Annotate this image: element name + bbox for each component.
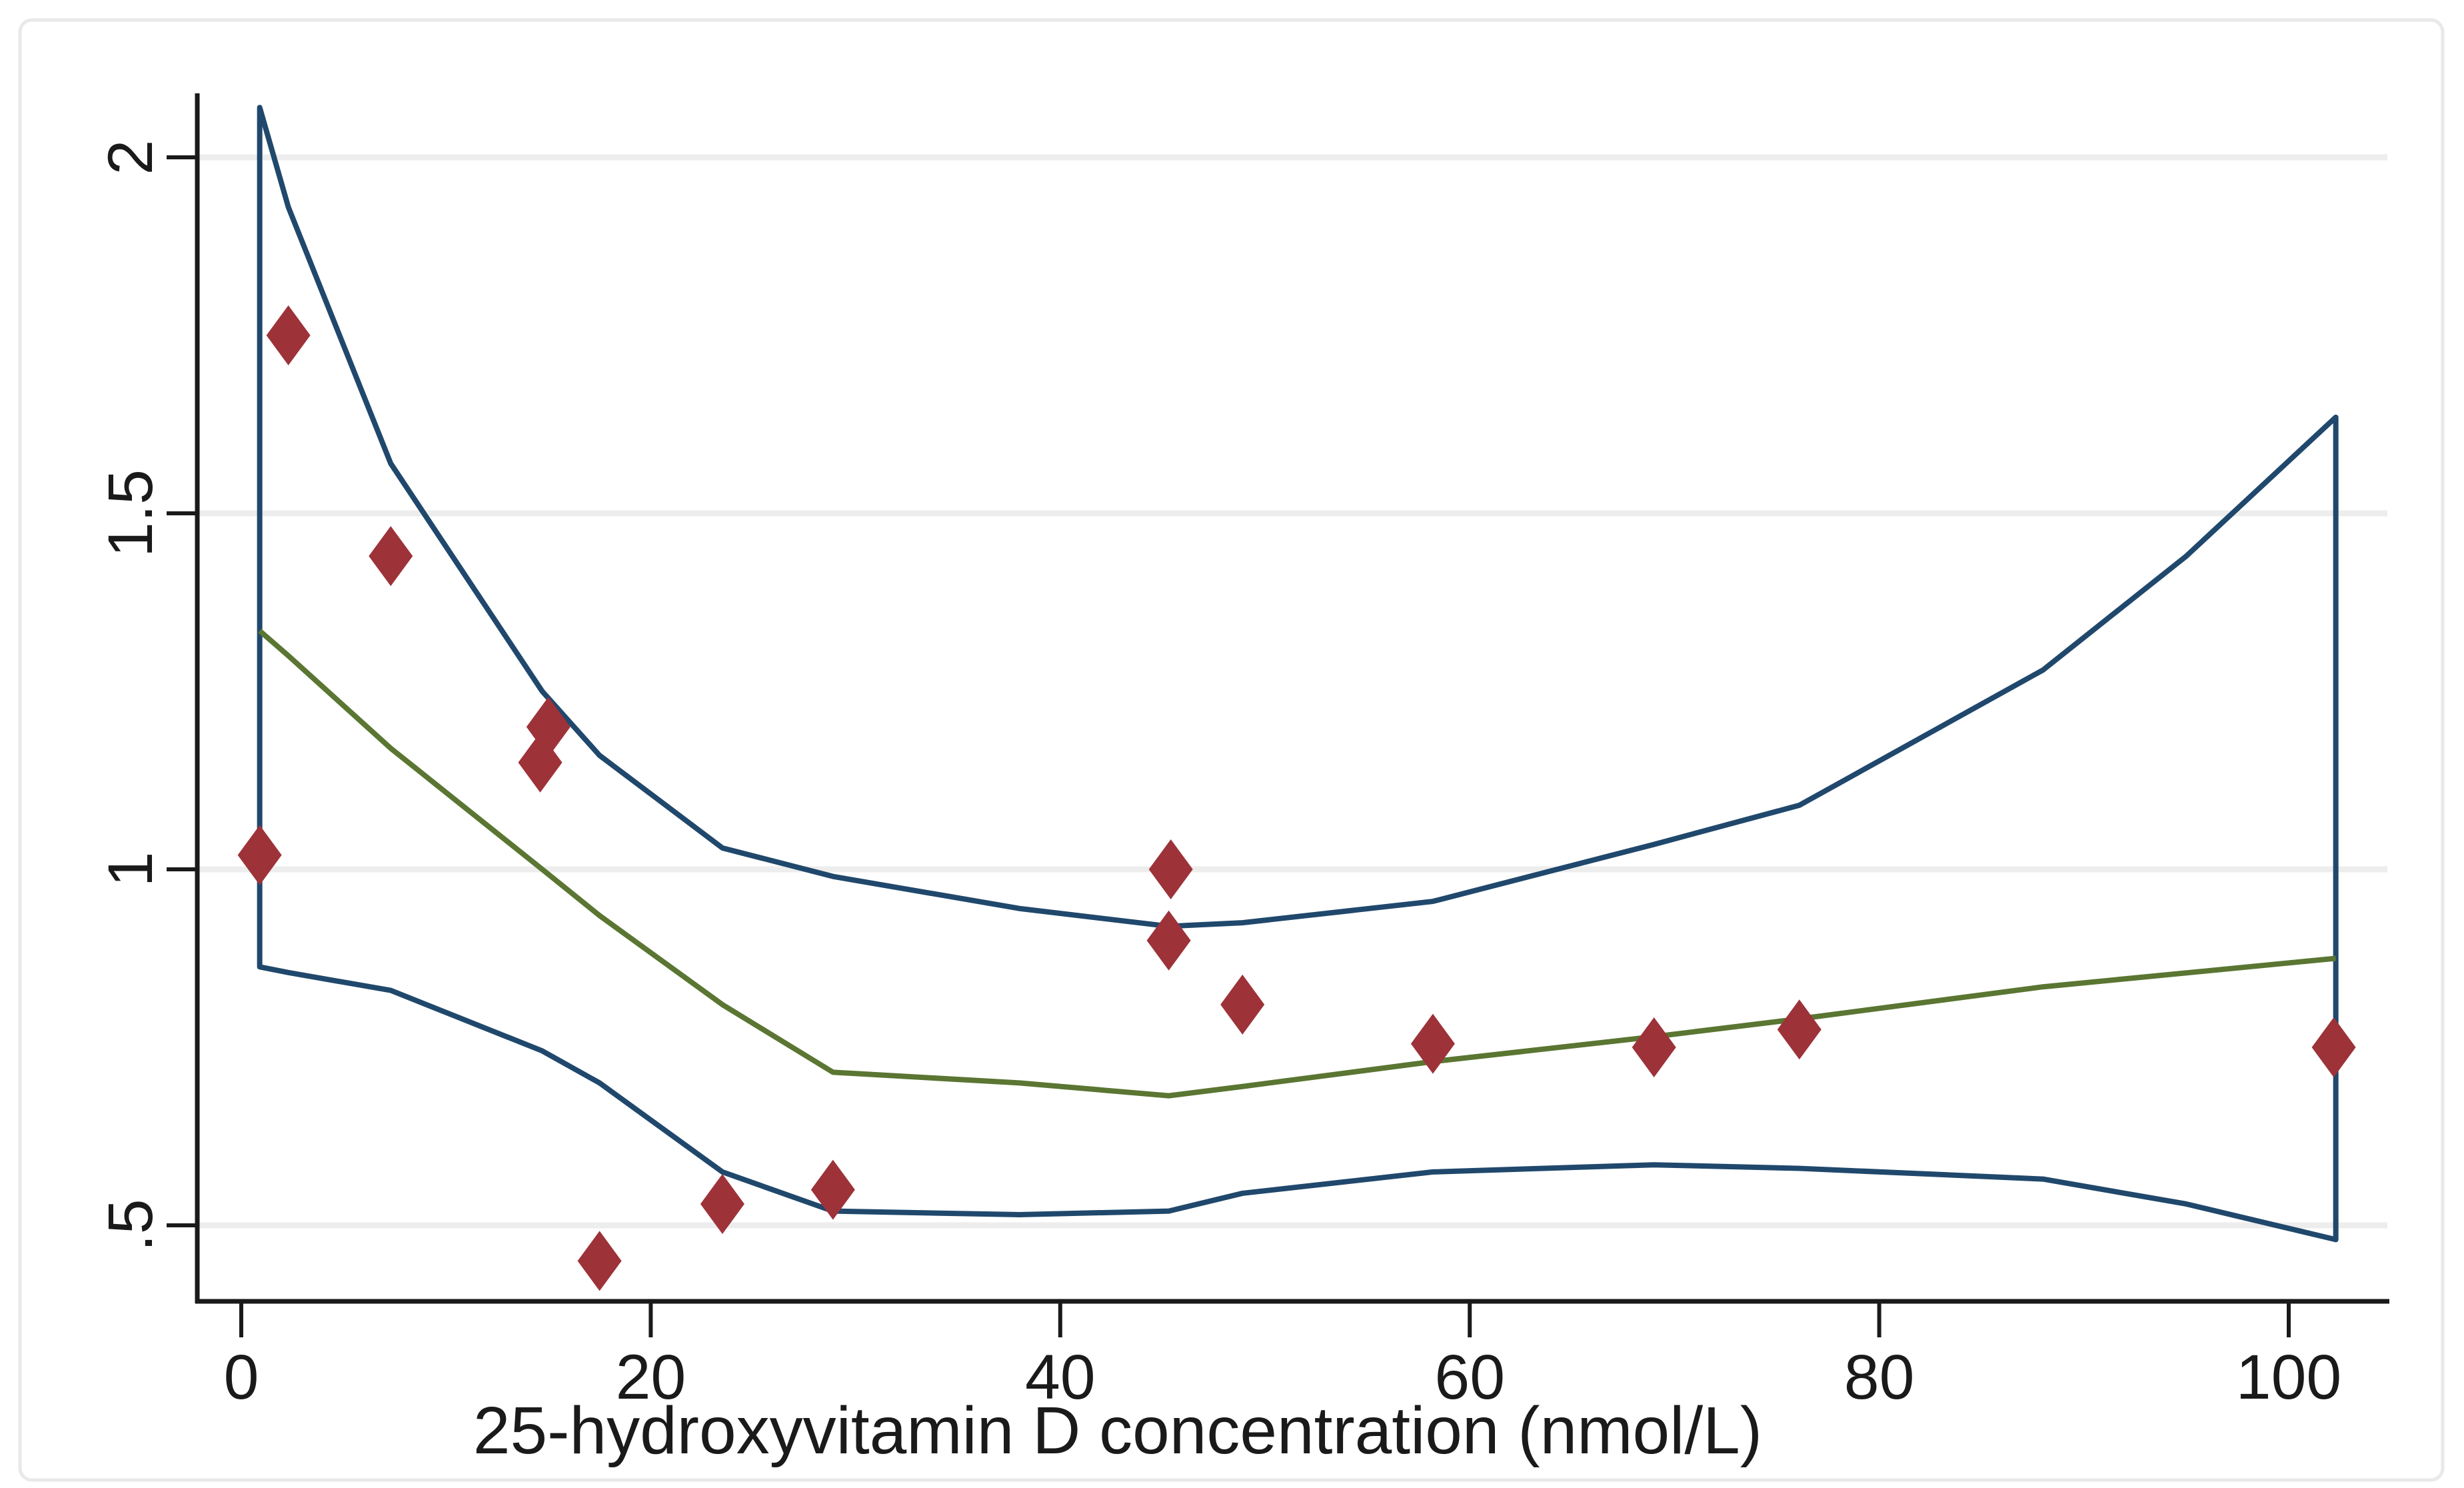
scatter-point [369,526,413,587]
scatter-point [1777,999,1822,1060]
x-tick-label: 40 [1025,1342,1096,1413]
scatter-point [237,825,282,885]
y-tick-label: .5 [95,1199,166,1251]
scatter-point [1148,839,1193,899]
scatter-point [2311,1017,2356,1077]
scatter-point [700,1173,744,1234]
scatter-point [1220,974,1265,1035]
x-tick-label: 80 [1844,1342,1915,1413]
scatter-point [1410,1013,1455,1074]
scatter-point [810,1159,855,1220]
scatter-point [577,1231,622,1291]
y-tick-label: 1 [95,852,166,887]
scatter-point [526,697,571,757]
y-tick-label: 2 [95,140,166,175]
scatter-point [1632,1017,1676,1077]
page-border [18,18,2445,1482]
x-tick-label: 60 [1434,1342,1505,1413]
y-tick-label: 1.5 [95,469,166,557]
x-axis-title: 25-hydroxyvitamin D concentration (nmol/… [473,1393,1762,1468]
x-tick-label: 100 [2236,1342,2342,1413]
confidence-band-outline [257,105,2339,1243]
scatter-point [266,305,311,365]
x-tick-label: 20 [616,1342,686,1413]
fitted-line [258,629,2337,1099]
scatter-point [1146,910,1191,971]
x-tick-label: 0 [224,1342,259,1413]
